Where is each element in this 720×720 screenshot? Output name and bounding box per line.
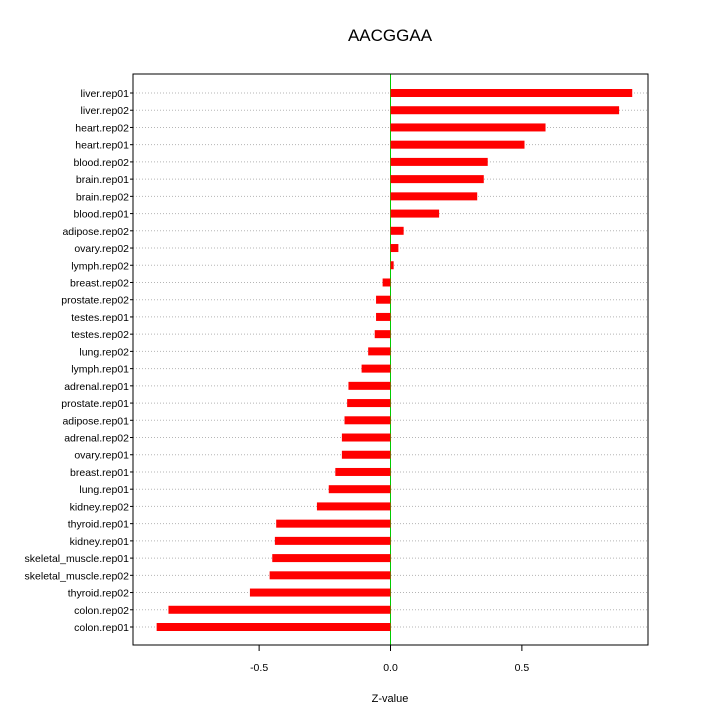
bar-brain.rep02 [390, 192, 478, 201]
bar-brain.rep01 [390, 175, 484, 184]
y-tick-label: testes.rep02 [71, 329, 129, 341]
chart-title: AACGGAA [348, 26, 433, 45]
y-tick-label: thyroid.rep02 [68, 588, 129, 600]
y-tick-label: kidney.rep01 [70, 536, 130, 548]
y-tick-label: adipose.rep02 [62, 226, 129, 238]
y-tick-label: lung.rep02 [79, 346, 129, 358]
bar-blood.rep01 [390, 209, 440, 218]
bar-testes.rep01 [376, 312, 391, 321]
y-tick-label: colon.rep02 [74, 605, 129, 617]
bar-liver.rep02 [390, 106, 620, 115]
y-tick-label: liver.rep02 [81, 105, 130, 117]
bar-adrenal.rep01 [348, 381, 391, 390]
y-tick-label: ovary.rep02 [74, 243, 129, 255]
bar-kidney.rep01 [274, 536, 391, 545]
y-tick-label: blood.rep01 [74, 209, 130, 221]
bar-testes.rep02 [374, 330, 391, 339]
bar-lymph.rep02 [390, 261, 394, 270]
bar-adipose.rep01 [344, 416, 391, 425]
bar-lymph.rep01 [361, 364, 391, 373]
y-tick-label: skeletal_muscle.rep01 [25, 553, 130, 565]
x-tick-label: -0.5 [250, 662, 268, 674]
bar-heart.rep02 [390, 123, 546, 132]
y-tick-label: heart.rep02 [75, 122, 129, 134]
x-axis-label: Z-value [372, 693, 409, 705]
bar-breast.rep01 [335, 467, 391, 476]
y-tick-label: prostate.rep02 [61, 295, 129, 307]
y-tick-label: brain.rep01 [76, 174, 129, 186]
y-tick-label: testes.rep01 [71, 312, 129, 324]
y-tick-label: adrenal.rep02 [64, 433, 129, 445]
x-tick-label: 0.5 [515, 662, 530, 674]
bar-adipose.rep02 [390, 226, 404, 235]
bar-breast.rep02 [382, 278, 391, 287]
bar-prostate.rep02 [376, 295, 391, 304]
y-tick-label: heart.rep01 [75, 140, 129, 152]
y-tick-label: ovary.rep01 [74, 450, 129, 462]
bar-lung.rep02 [368, 347, 391, 356]
bar-ovary.rep01 [341, 450, 391, 459]
bar-thyroid.rep01 [276, 519, 391, 528]
y-tick-label: lymph.rep02 [71, 260, 129, 272]
y-axis-labels: liver.rep01 liver.rep02 heart.rep02 heart.r… [25, 88, 133, 634]
y-tick-label: colon.rep01 [74, 622, 129, 634]
y-tick-label: lymph.rep01 [71, 364, 129, 376]
bar-colon.rep01 [156, 623, 391, 631]
bar-liver.rep01 [390, 89, 633, 97]
y-tick-label: lung.rep01 [79, 484, 129, 496]
bar-thyroid.rep02 [249, 588, 391, 597]
y-tick-label: breast.rep01 [70, 467, 129, 479]
bar-adrenal.rep02 [341, 433, 391, 442]
y-tick-label: prostate.rep01 [61, 398, 129, 410]
grid-lines [133, 92, 648, 628]
bars [156, 89, 633, 631]
bar-skeletal_muscle.rep02 [269, 571, 391, 580]
bar-lung.rep01 [328, 485, 391, 494]
x-tick-label: 0.0 [383, 662, 398, 674]
bar-kidney.rep02 [316, 502, 391, 511]
y-tick-label: blood.rep02 [74, 157, 130, 169]
bar-blood.rep02 [390, 157, 488, 166]
bar-colon.rep02 [168, 605, 391, 614]
y-tick-label: adipose.rep01 [62, 415, 129, 427]
y-tick-label: thyroid.rep01 [68, 519, 129, 531]
bar-skeletal_muscle.rep01 [272, 554, 391, 563]
bar-ovary.rep02 [390, 244, 399, 253]
y-tick-label: kidney.rep02 [70, 501, 130, 513]
y-tick-label: adrenal.rep01 [64, 381, 129, 393]
y-tick-label: breast.rep02 [70, 277, 129, 289]
bar-prostate.rep01 [347, 399, 391, 408]
x-axis: -0.5 0.0 0.5 [250, 644, 530, 674]
y-tick-label: skeletal_muscle.rep02 [25, 570, 130, 582]
bar-heart.rep01 [390, 140, 525, 149]
y-tick-label: liver.rep01 [81, 88, 130, 100]
y-tick-label: brain.rep02 [76, 191, 129, 203]
